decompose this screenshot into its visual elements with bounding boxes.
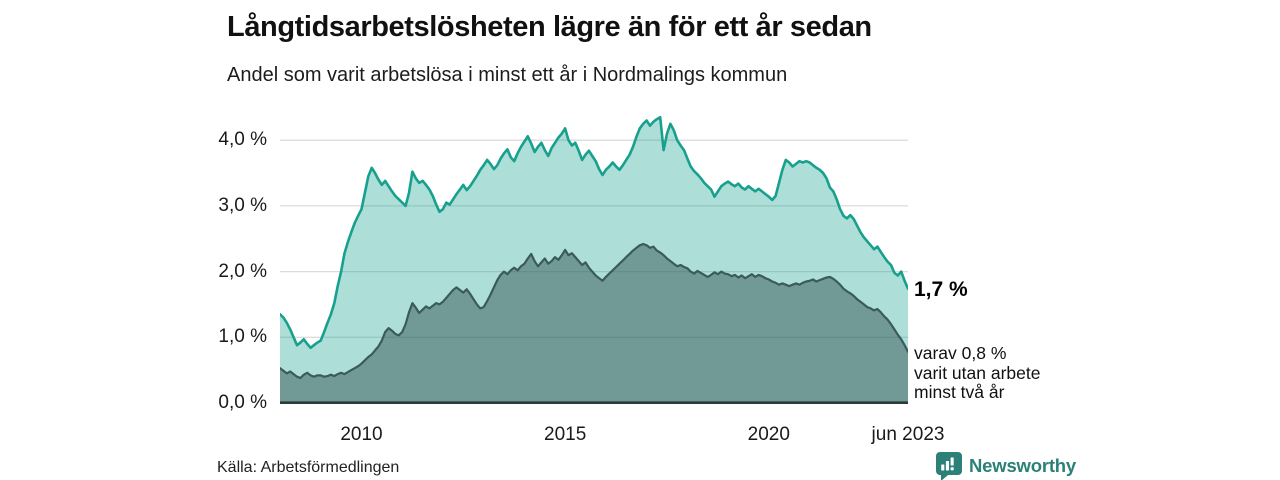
detail-annotation-line: minst två år <box>914 382 1005 402</box>
area-chart <box>280 115 908 405</box>
page-subtitle: Andel som varit arbetslösa i minst ett å… <box>227 64 788 86</box>
y-axis-label: 1,0 % <box>218 326 267 348</box>
y-axis-label: 3,0 % <box>218 194 267 216</box>
x-axis-label: jun 2023 <box>871 424 945 445</box>
line-series-2yr <box>280 242 908 380</box>
y-axis-label: 4,0 % <box>218 129 267 151</box>
newsworthy-logo: Newsworthy <box>936 451 1076 480</box>
end-value-annotation: 1,7 % <box>914 278 968 301</box>
newsworthy-icon <box>936 451 962 480</box>
x-axis-label: 2010 <box>340 424 383 445</box>
y-axis-label: 0,0 % <box>218 392 267 413</box>
source-note: Källa: Arbetsförmedlingen <box>217 459 400 476</box>
detail-annotation: varav 0,8 % varit utan arbete minst två … <box>914 343 1041 403</box>
brand-name: Newsworthy <box>969 455 1076 476</box>
area-series-2yr <box>280 244 908 403</box>
detail-annotation-line: varav 0,8 % <box>914 343 1007 363</box>
line-series-1yr <box>280 115 908 350</box>
detail-annotation-line: varit utan arbete <box>914 362 1041 383</box>
x-axis-label: 2015 <box>544 424 587 445</box>
y-axis-label: 2,0 % <box>218 260 267 282</box>
x-axis-label: 2020 <box>747 424 790 445</box>
page-title: Långtidsarbetslösheten lägre än för ett … <box>227 11 872 43</box>
